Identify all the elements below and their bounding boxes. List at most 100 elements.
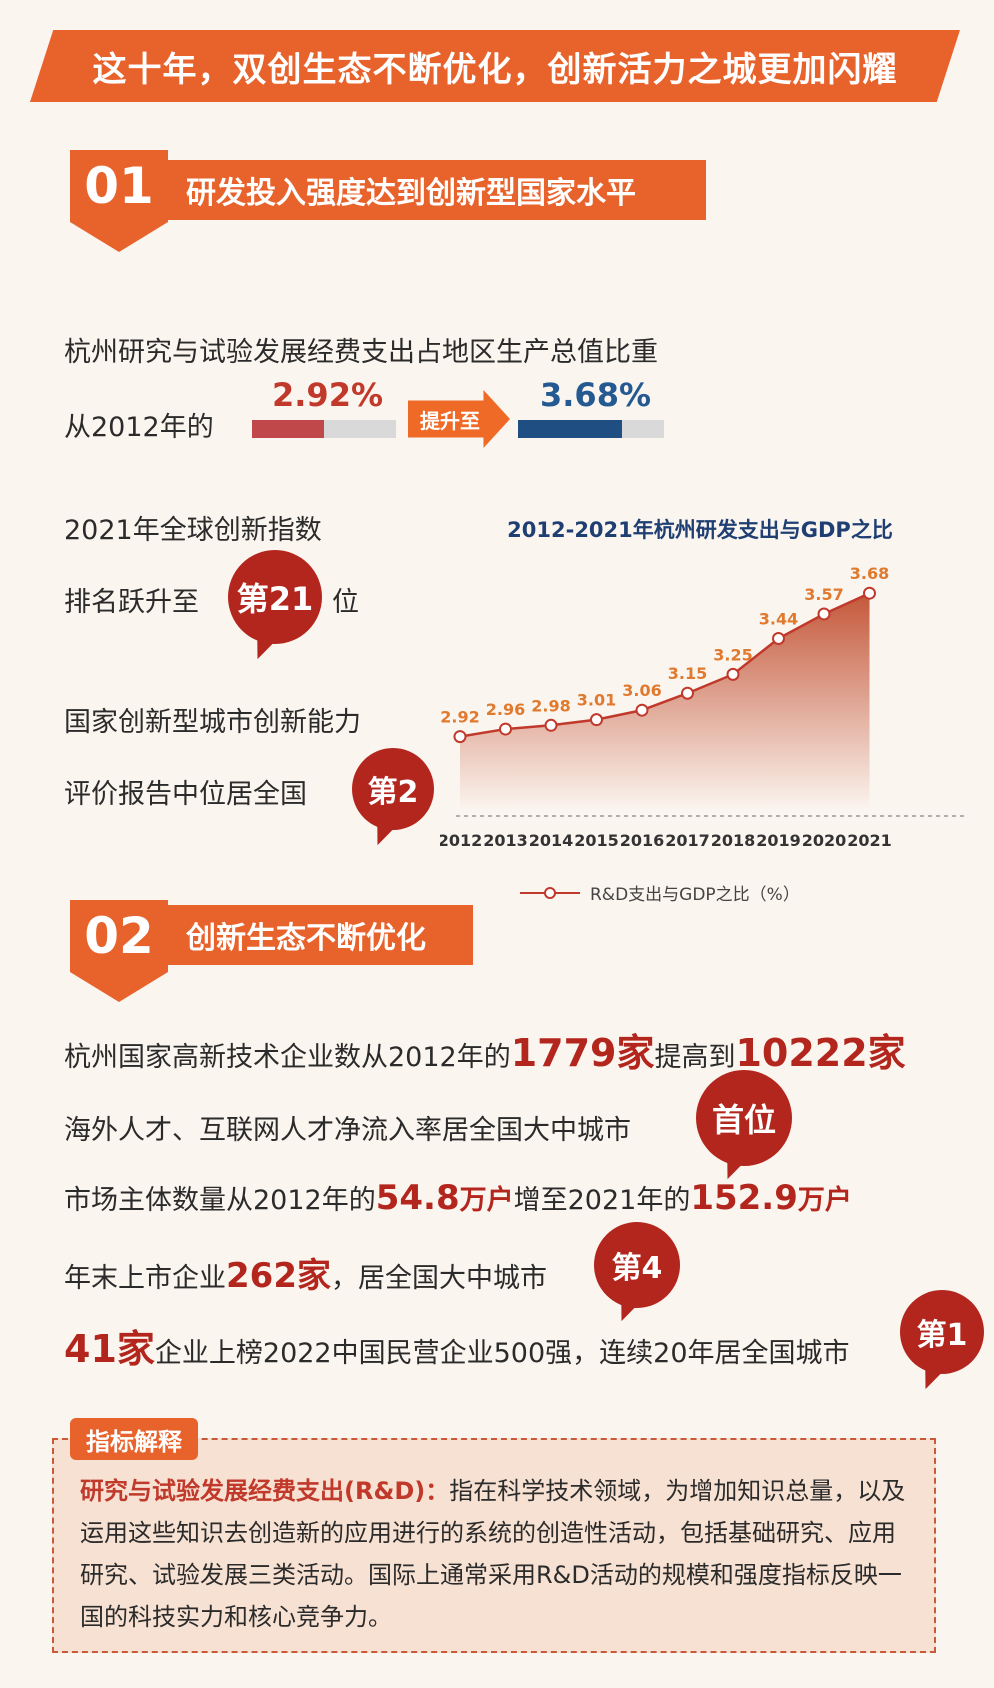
s2-line3-text1: 市场主体数量从2012年的 (64, 1185, 376, 1216)
s2-line3-unit2: 万户 (797, 1185, 852, 1216)
section1-number-badge: 01 (70, 150, 168, 252)
rd-from-bar-fill (252, 420, 324, 438)
s2-line4: 年末上市企业262家，居全国大中城市 (64, 1248, 547, 1297)
chart-point (544, 718, 558, 732)
s2-line2: 海外人才、互联网人才净流入率居全国大中城市 (64, 1115, 631, 1146)
city-line2: 评价报告中位居全国 (64, 779, 307, 810)
s2-line1-text1: 杭州国家高新技术企业数从2012年的 (64, 1042, 511, 1073)
section2-number: 02 (70, 900, 168, 972)
chart-data-label: 2.98 (531, 696, 570, 715)
chart-point (681, 686, 694, 700)
note-text: 研究与试验发展经费支出(R&D)：指在科学技术领域，为增加知识总量，以及运用这些… (80, 1470, 916, 1638)
rd-to-value: 3.68% (540, 376, 652, 414)
rd-line1: 杭州研究与试验发展经费支出占地区生产总值比重 (64, 337, 658, 368)
s2-line5-badge-text: 第1 (916, 1318, 968, 1353)
chart-x-tick-label: 2016 (620, 831, 665, 850)
chart-data-label: 3.06 (622, 681, 661, 700)
chart-area-fill (460, 593, 870, 810)
section1-number-tail (70, 222, 168, 252)
s2-line4-badge-text: 第4 (611, 1251, 663, 1286)
rd-to-bar (518, 420, 664, 438)
city-rank-badge-text: 第2 (367, 775, 419, 810)
rd-to-bar-fill (518, 420, 622, 438)
section2-title: 创新生态不断优化 (186, 921, 426, 956)
banner-title: 这十年，双创生态不断优化，创新活力之城更加闪耀 (92, 49, 898, 90)
chart-data-label: 2.96 (486, 700, 525, 719)
chart-point (635, 703, 649, 717)
chart-point (817, 607, 831, 621)
chart-data-label: 3.15 (668, 664, 707, 683)
page-banner: 这十年，双创生态不断优化，创新活力之城更加闪耀 (30, 30, 960, 102)
s2-line1-text2: 提高到 (654, 1042, 736, 1073)
gii-line2-prefix: 排名跃升至 (64, 587, 199, 618)
note-body: 指在科学技术领域，为增加知识总量，以及运用这些知识去创造新的应用进行的系统的创造… (80, 1477, 906, 1631)
city-line1: 国家创新型城市创新能力 (64, 707, 361, 738)
section2-title-bar: 创新生态不断优化 (168, 905, 473, 965)
note-term: 研究与试验发展经费支出(R&D)： (80, 1477, 450, 1505)
chart-point (499, 722, 512, 736)
s2-line3-unit1: 万户 (459, 1185, 514, 1216)
note-tag: 指标解释 (70, 1418, 198, 1460)
chart-point (453, 730, 467, 744)
gii-rank-badge-text: 第21 (236, 580, 314, 618)
chart-data-label: 2.92 (440, 708, 479, 727)
chart-data-label: 3.68 (850, 564, 889, 583)
s2-line4-badge: 第4 (594, 1222, 680, 1308)
chart-series-line (459, 592, 871, 738)
chart-x-tick-label: 2017 (665, 831, 710, 850)
rd-increase-arrow: 提升至 (408, 390, 510, 448)
legend-marker (544, 887, 556, 899)
section1-title: 研发投入强度达到创新型国家水平 (186, 176, 636, 211)
s2-line3-value2: 152.9 (690, 1178, 798, 1218)
chart-x-tick-label: 2014 (529, 831, 574, 850)
chart-x-tick-label: 2012 (440, 831, 482, 850)
s2-line3-value1: 54.8 (375, 1178, 460, 1218)
chart-title: 2012-2021年杭州研发支出与GDP之比 (507, 518, 893, 542)
section2-number-badge: 02 (70, 900, 168, 1002)
s2-line1: 杭州国家高新技术企业数从2012年的1779家提高到10222家 (64, 1022, 906, 1077)
s2-line2-badge-text: 首位 (711, 1101, 776, 1139)
section1-title-bar: 研发投入强度达到创新型国家水平 (168, 160, 706, 220)
chart-data-label: 3.01 (577, 691, 616, 710)
chart-x-tick-label: 2018 (711, 831, 756, 850)
note-tag-label: 指标解释 (86, 1427, 182, 1456)
chart-point (772, 631, 785, 645)
rd-from-value: 2.92% (272, 376, 384, 414)
rd-arrow-label: 提升至 (420, 408, 480, 433)
s2-line1-value1: 1779家 (510, 1031, 655, 1075)
chart-x-tick-label: 2019 (756, 831, 801, 850)
rd-ratio-chart: 2012-2021年杭州研发支出与GDP之比 2.92 2.96 2.98 3.01 3… (440, 518, 968, 905)
section1-number: 01 (70, 150, 168, 222)
chart-x-tick-label: 2015 (574, 831, 619, 850)
s2-line3-text2: 增至2021年的 (513, 1185, 691, 1216)
chart-point (726, 667, 740, 681)
section2-number-tail (70, 972, 168, 1002)
chart-x-tick-label: 2020 (802, 831, 847, 850)
s2-line2-badge: 首位 (696, 1070, 792, 1166)
s2-line3: 市场主体数量从2012年的54.8万户增至2021年的152.9万户 (64, 1178, 852, 1218)
chart-x-tick-label: 2021 (847, 831, 892, 850)
gii-line2-suffix: 位 (332, 587, 359, 618)
chart-x-tick-label: 2013 (483, 831, 528, 850)
s2-line5: 41家企业上榜2022中国民营企业500强，连续20年居全国城市 (64, 1318, 850, 1373)
s2-line4-text1: 年末上市企业 (64, 1263, 226, 1294)
chart-data-label: 3.25 (713, 645, 752, 664)
chart-legend: R&D支出与GDP之比（%） (520, 885, 800, 905)
chart-point (590, 713, 603, 727)
gii-line1: 2021年全球创新指数 (64, 515, 322, 546)
gii-rank-badge: 第21 (228, 550, 322, 644)
rd-from-prefix: 从2012年的 (64, 412, 214, 443)
s2-line1-value2: 10222家 (735, 1031, 906, 1075)
note-box (52, 1438, 936, 1653)
s2-line5-value1: 41家 (64, 1327, 155, 1371)
chart-data-label: 3.44 (759, 609, 798, 628)
s2-line5-text1: 企业上榜2022中国民营企业500强，连续20年居全国城市 (154, 1338, 850, 1369)
chart-data-label: 3.57 (804, 585, 843, 604)
s2-line4-value1: 262家 (226, 1256, 331, 1296)
s2-line5-badge: 第1 (900, 1290, 984, 1374)
s2-line4-text2: ，居全国大中城市 (330, 1263, 547, 1294)
rd-from-bar (252, 420, 396, 438)
chart-point (863, 586, 876, 600)
city-rank-badge: 第2 (352, 748, 434, 830)
legend-label: R&D支出与GDP之比（%） (590, 885, 800, 905)
